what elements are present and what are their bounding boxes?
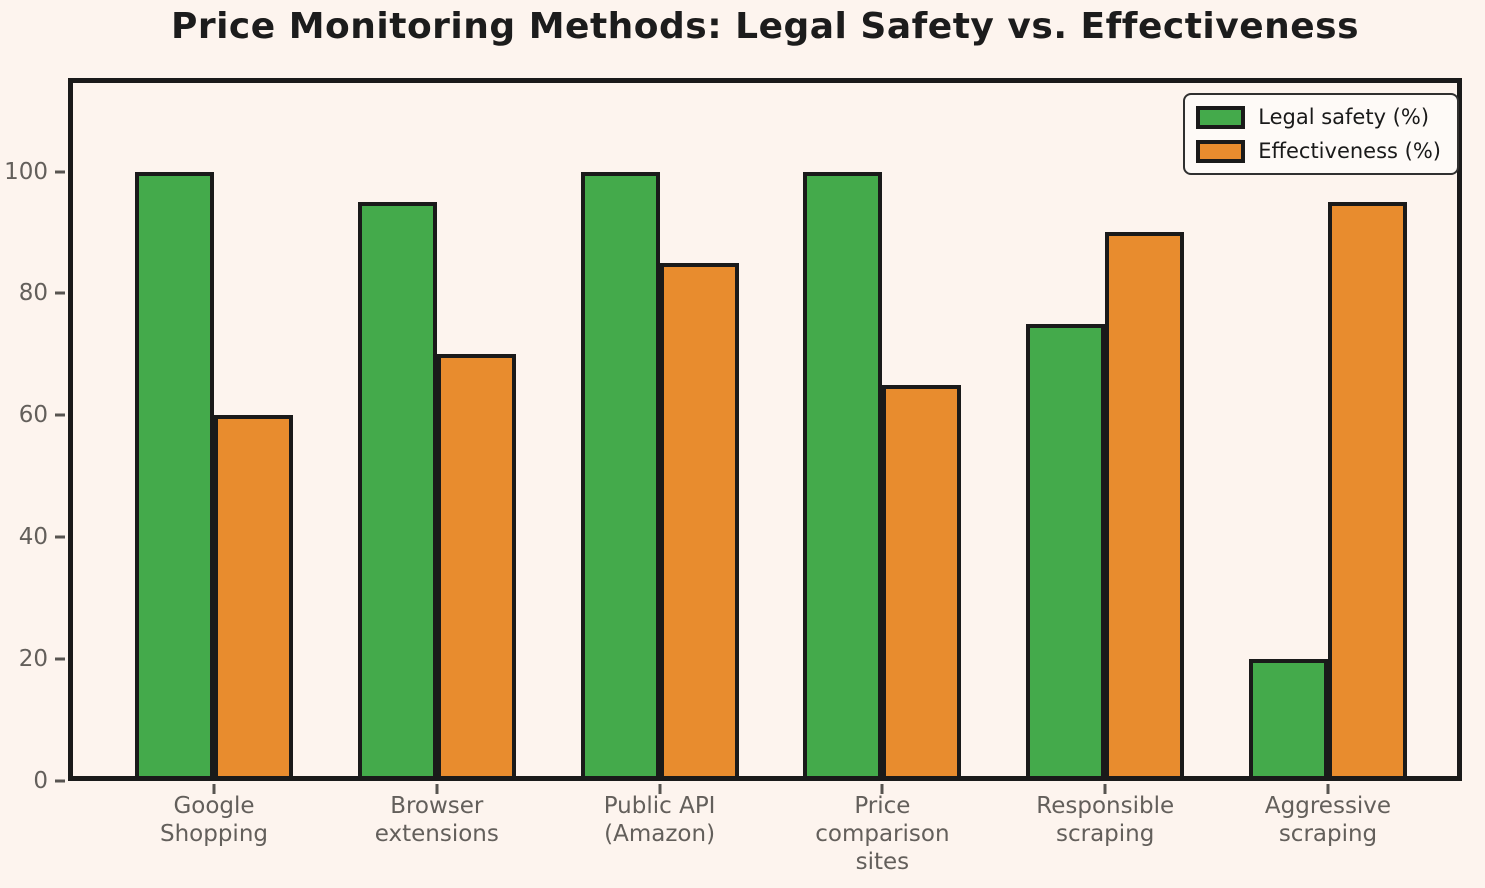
y-tick-label: 100: [4, 158, 48, 185]
y-tick-mark: [55, 535, 65, 539]
bar-effectiveness: [659, 262, 739, 781]
x-tick-label: Responsible scraping: [1036, 793, 1175, 847]
x-tick-mark: [658, 784, 662, 794]
bar-effectiveness: [1328, 201, 1407, 781]
bar-legal-safety: [1026, 323, 1106, 781]
bar-effectiveness: [214, 415, 293, 781]
y-tick-mark: [55, 170, 65, 173]
y-tick-mark: [55, 291, 65, 295]
bar-effectiveness: [436, 354, 516, 781]
x-tick-mark: [212, 784, 216, 794]
bar-effectiveness: [1105, 232, 1185, 781]
x-tick-mark: [1326, 784, 1330, 794]
x-tick-label: Google Shopping: [159, 793, 268, 847]
legend-item-legal-safety: Legal safety (%): [1196, 105, 1441, 129]
x-tick-label: Aggressive scraping: [1264, 793, 1392, 847]
y-tick-mark: [55, 779, 65, 783]
chart-title: Price Monitoring Methods: Legal Safety v…: [170, 6, 1360, 47]
bar-legal-safety: [580, 171, 660, 781]
x-tick-label: Browser extensions: [374, 793, 499, 847]
bar-legal-safety: [135, 171, 214, 781]
legend-label-effectiveness: Effectiveness (%): [1258, 139, 1441, 163]
x-tick-mark: [880, 784, 884, 794]
y-tick-label: 80: [18, 280, 48, 307]
bar-legal-safety: [1249, 659, 1328, 781]
legend-swatch-effectiveness: [1196, 139, 1246, 163]
x-tick-label: Public API (Amazon): [603, 793, 716, 847]
bar-effectiveness: [882, 384, 962, 781]
y-tick-label: 0: [33, 768, 48, 794]
bar-legal-safety: [357, 201, 437, 781]
y-tick-mark: [55, 413, 65, 417]
legend-label-legal-safety: Legal safety (%): [1258, 105, 1430, 129]
plot-area: 0 20 40 60 80 100 Google Shopping Browser exte…: [4, 78, 1462, 875]
legend-item-effectiveness: Effectiveness (%): [1196, 139, 1441, 163]
legend-swatch-legal-safety: [1196, 105, 1246, 129]
legend: Legal safety (%) Effectiveness (%): [1183, 93, 1459, 175]
y-tick-label: 60: [18, 402, 48, 429]
x-tick-label: Price comparison sites: [815, 793, 950, 875]
bar-legal-safety: [803, 171, 883, 781]
y-tick-label: 20: [18, 646, 48, 673]
x-tick-mark: [435, 784, 439, 794]
y-tick-mark: [55, 657, 65, 661]
y-tick-label: 40: [18, 524, 48, 551]
x-tick-mark: [1103, 784, 1107, 794]
